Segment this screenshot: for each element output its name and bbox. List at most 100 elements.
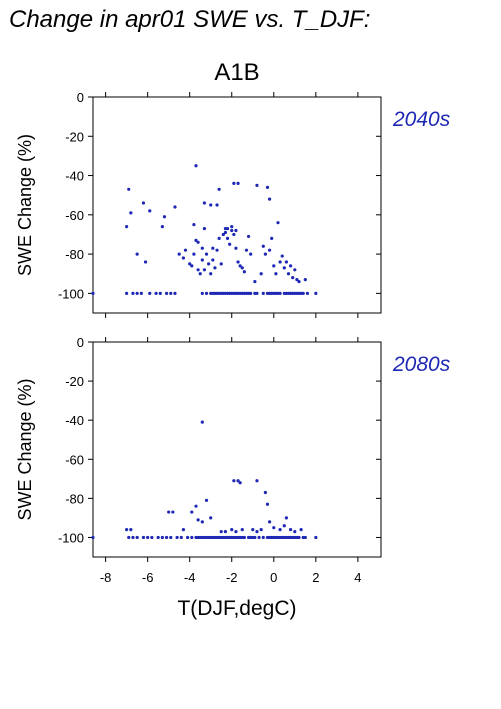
data-point [192,252,196,256]
y-tick-label: -100 [58,530,84,545]
y-tick-label: -40 [65,169,84,184]
data-point [200,258,204,262]
data-point [188,262,192,266]
data-point [284,260,289,264]
data-point [190,264,194,268]
data-point [263,490,267,495]
data-point [267,197,272,201]
data-point [160,535,164,540]
data-point [135,535,139,540]
data-point [225,226,230,231]
data-point [303,535,307,540]
y-axis-label: SWE Change (%) [15,134,35,276]
data-point [228,242,232,246]
data-point [162,215,167,219]
data-point [232,479,236,483]
data-point [148,209,152,213]
data-point [261,535,265,540]
data-point [194,238,198,242]
x-tick-label: -4 [184,570,196,585]
data-point [221,232,225,237]
x-tick-label: -8 [100,570,112,585]
data-point [181,256,185,260]
data-point [125,291,129,295]
data-point [242,535,246,540]
data-point [209,203,213,207]
data-point [141,201,146,205]
data-point [173,291,177,295]
y-tick-label: 0 [77,90,84,105]
data-point [270,236,274,240]
y-axis-label: SWE Change (%) [15,378,35,520]
data-point [192,223,196,227]
data-point [303,278,307,282]
data-point [204,252,209,256]
data-point [219,262,223,266]
data-point [200,291,204,295]
data-point [289,264,293,268]
x-tick-label: 2 [312,570,319,585]
data-point [198,272,202,276]
data-point [251,528,255,532]
data-point [297,535,301,540]
data-point [196,268,200,272]
data-point [263,252,267,256]
data-point [230,528,234,532]
data-point [284,516,289,520]
data-point [169,291,173,295]
data-point [207,262,211,266]
y-tick-label: 0 [77,335,84,350]
data-point [169,535,173,540]
scenario-title: A1B [214,59,259,86]
data-point [253,279,257,284]
data-point [299,528,303,532]
data-point [175,535,179,540]
data-point [255,183,259,187]
data-point [301,291,305,295]
data-point [127,187,131,191]
y-tick-label: -40 [65,413,84,428]
data-point [255,479,259,483]
data-point [215,248,219,252]
data-point [194,164,198,168]
data-point [177,252,181,256]
data-point [139,291,143,295]
data-point [242,270,246,274]
data-point [293,268,297,272]
data-point [259,528,263,532]
y-tick-label: -100 [58,286,84,301]
data-point [240,266,244,270]
data-point [238,481,242,485]
data-point [204,498,209,502]
data-point [240,528,244,532]
panel-2040s: 0 -20 -40 -60 -80 -100 SWE Change (%) 2040s [15,90,451,318]
data-point [143,260,148,264]
data-point [200,246,204,250]
data-point [232,181,236,185]
data-point [125,528,129,532]
data-point [238,264,242,268]
data-point [217,236,221,240]
data-point [223,529,228,534]
data-point [131,535,135,540]
period-label: 2080s [392,353,451,376]
data-point [282,524,286,528]
y-tick-label: -60 [65,208,84,223]
data-point [267,520,272,524]
data-point [291,276,295,280]
data-point [267,248,272,252]
data-point [185,535,190,540]
data-point [164,291,169,295]
page-title: Change in apr01 SWE vs. T_DJF: [9,6,371,33]
y-tick-label: -80 [65,491,84,506]
data-point [146,535,150,540]
data-point [314,291,318,295]
data-point [236,260,240,264]
data-point [213,266,217,270]
data-point [236,181,240,185]
data-point [223,230,228,235]
data-point [91,535,95,540]
data-point [215,203,219,207]
data-point [236,479,240,483]
data-point [295,278,299,282]
